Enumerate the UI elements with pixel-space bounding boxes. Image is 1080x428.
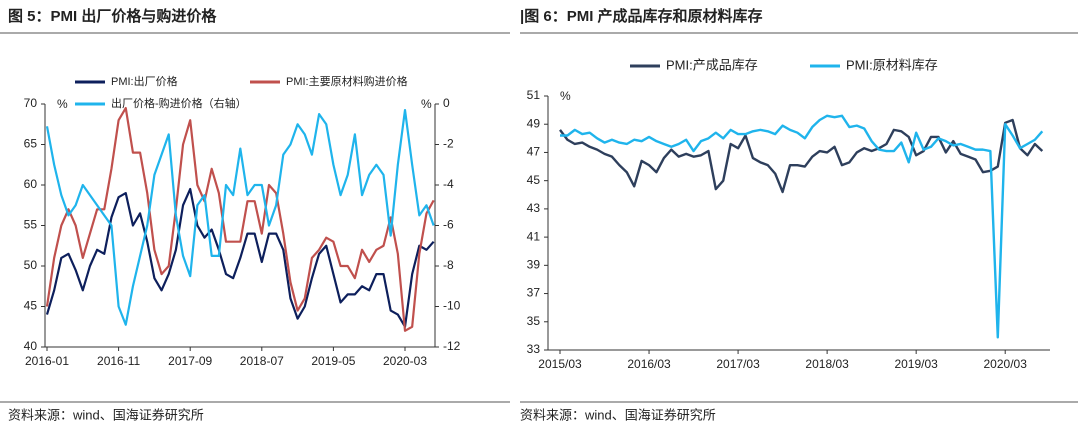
y2-tick-label: 0: [443, 96, 450, 110]
x-tick-label: 2018/03: [805, 357, 849, 371]
y-tick-label: 40: [24, 339, 38, 353]
x-tick-label: 2017-09: [168, 354, 212, 368]
y-tick-label: 43: [527, 201, 541, 215]
x-tick-label: 2020-03: [383, 354, 427, 368]
y-axis-unit: %: [57, 97, 68, 111]
y-tick-label: 37: [527, 286, 541, 300]
series-line: [45, 106, 435, 332]
y-tick-label: 47: [527, 145, 541, 159]
legend-label: PMI:产成品库存: [666, 57, 758, 72]
series-line: [560, 114, 1044, 339]
y2-tick-label: -10: [443, 299, 461, 313]
x-tick-label: 2015/03: [538, 357, 582, 371]
series-line: [45, 187, 435, 328]
y2-tick-label: -8: [443, 258, 454, 272]
x-tick-label: 2019-05: [311, 354, 355, 368]
y2-tick-label: -6: [443, 218, 454, 232]
x-tick-label: 2019/03: [894, 357, 938, 371]
y-tick-label: 70: [24, 96, 38, 110]
legend-label: 出厂价格-购进价格（右轴）: [111, 96, 247, 110]
y-tick-label: 49: [527, 116, 541, 130]
y-axis-unit: %: [560, 89, 571, 103]
x-tick-label: 2017/03: [716, 357, 760, 371]
y-tick-label: 33: [527, 342, 541, 356]
y-tick-label: 51: [527, 88, 541, 102]
chart-title: |图 6：PMI 产成品库存和原材料库存: [520, 7, 763, 25]
y2-tick-label: -2: [443, 137, 454, 151]
y-tick-label: 60: [24, 177, 38, 191]
legend-label: PMI:主要原材料购进价格: [286, 74, 408, 88]
y2-axis-unit: %: [421, 97, 432, 111]
source-note: 资料来源：wind、国海证券研究所: [8, 407, 204, 422]
x-tick-label: 2016-11: [97, 354, 140, 368]
series-line: [45, 108, 435, 326]
y-tick-label: 55: [24, 218, 38, 232]
x-tick-label: 2016/03: [627, 357, 671, 371]
y2-tick-label: -4: [443, 177, 454, 191]
y-tick-label: 39: [527, 258, 541, 272]
y2-tick-label: -12: [443, 339, 461, 353]
source-note: 资料来源：wind、国海证券研究所: [520, 407, 716, 422]
x-tick-label: 2018-07: [240, 354, 284, 368]
y-tick-label: 50: [24, 258, 38, 272]
y-tick-label: 45: [24, 299, 38, 313]
y-tick-label: 45: [527, 173, 541, 187]
x-tick-label: 2016-01: [25, 354, 69, 368]
x-tick-label: 2020/03: [984, 357, 1028, 371]
legend-label: PMI:原材料库存: [846, 57, 938, 72]
series-line: [559, 118, 1044, 194]
y-tick-label: 41: [527, 229, 541, 243]
legend-label: PMI:出厂价格: [111, 74, 178, 88]
chart-title: 图 5：PMI 出厂价格与购进价格: [8, 7, 217, 25]
y-tick-label: 65: [24, 137, 38, 151]
y-tick-label: 35: [527, 314, 541, 328]
